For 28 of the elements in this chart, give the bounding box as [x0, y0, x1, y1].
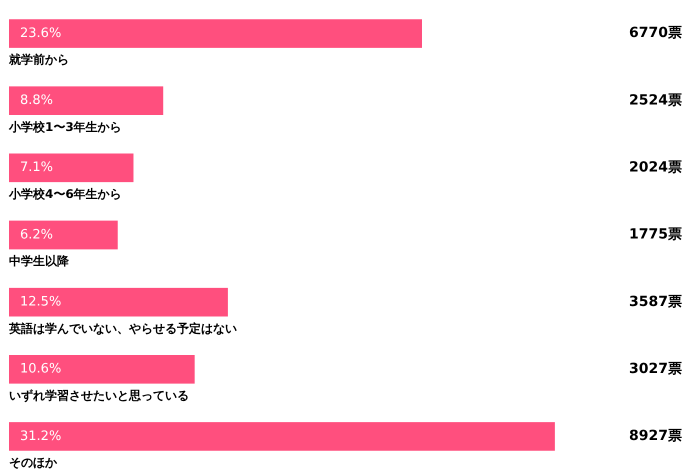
y-tick-label: 英語は学んでいない、やらせる予定はない: [8, 321, 237, 336]
data-label: 6.2%: [20, 227, 54, 242]
data-label: 7.1%: [20, 160, 54, 176]
data-label: 23.6%: [20, 26, 62, 41]
y-tick-label: そのほか: [9, 456, 58, 470]
bar: [9, 154, 134, 182]
y-tick-label: 小学校4〜6年生から: [8, 186, 122, 201]
y-tick-label: 就学前から: [8, 52, 69, 67]
text: 2524票: [629, 92, 682, 108]
bar: [9, 354, 195, 384]
bar: [9, 220, 118, 250]
data-label: 12.5%: [20, 294, 62, 310]
y-tick-label: 小学校1〜3年生から: [8, 120, 122, 134]
text: 8927票: [629, 428, 682, 444]
y-tick-label: 中学生以降: [9, 254, 70, 268]
data-label: 8.8%: [20, 93, 54, 108]
data-label: 10.6%: [20, 362, 62, 377]
text: 3587票: [629, 294, 682, 310]
text: 1775票: [629, 226, 682, 243]
bar: [9, 288, 228, 316]
y-tick-label: いずれ学習させたいと思っている: [9, 388, 189, 402]
bar: [9, 86, 164, 116]
text: 6770票: [629, 25, 682, 42]
text: 2024票: [629, 160, 682, 176]
bar: [9, 422, 555, 451]
bar: [9, 19, 422, 48]
text: 3027票: [629, 360, 682, 377]
data-label: 31.2%: [20, 428, 62, 444]
